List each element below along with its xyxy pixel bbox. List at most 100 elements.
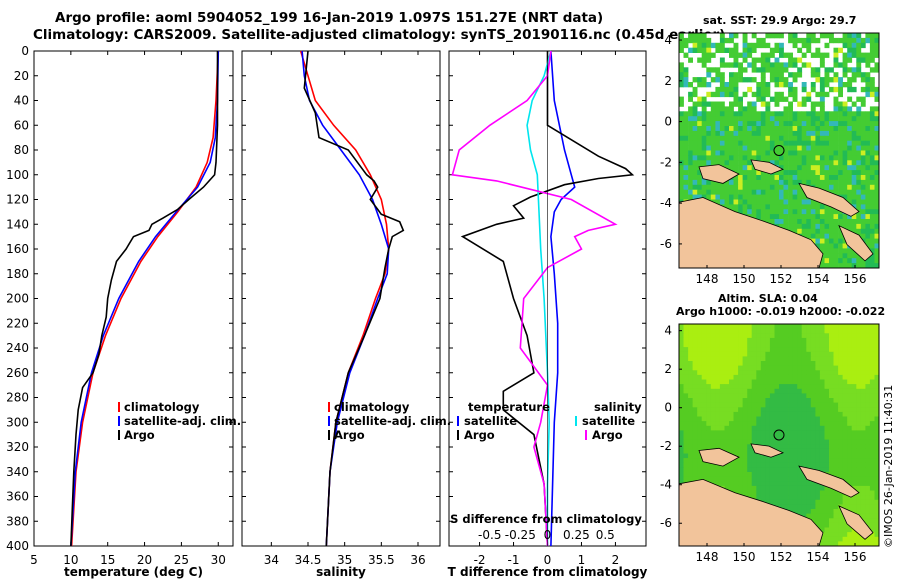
sla-cell (819, 388, 825, 394)
sla-cell (738, 347, 743, 353)
sla-cell (824, 490, 830, 496)
sla-cell (833, 393, 839, 399)
sst-cell (788, 219, 793, 225)
sla-cell (842, 472, 848, 477)
sst-cell (738, 96, 743, 102)
sla-cell (692, 351, 698, 357)
sla-cell (851, 347, 857, 353)
sst-cell (842, 263, 848, 269)
sst-cell (801, 209, 807, 215)
sst-cell (815, 77, 821, 83)
sst-cell (860, 263, 866, 269)
sst-cell (751, 106, 757, 112)
sst-cell (701, 121, 707, 127)
sla-cell (738, 485, 743, 491)
sst-cell (765, 62, 771, 68)
sst-cell (842, 57, 848, 63)
sst-cell (733, 72, 739, 78)
sst-cell (856, 175, 862, 181)
sst-cell (751, 47, 757, 53)
sst-cell (692, 130, 698, 137)
sst-cell (847, 199, 853, 205)
sst-cell (819, 238, 825, 244)
sla-cell (729, 407, 734, 413)
sst-cell (829, 228, 834, 235)
sst-cell (683, 82, 689, 88)
sla-cell (788, 495, 793, 501)
sla-cell (824, 342, 830, 348)
sla-cell (783, 425, 789, 431)
sla-cell (779, 333, 784, 339)
sst-cell (788, 106, 793, 112)
sla-cell (729, 411, 734, 417)
sst-cell (847, 170, 853, 176)
sla-cell (874, 435, 880, 440)
sst-cell (797, 199, 803, 205)
sst-cell (869, 145, 875, 151)
sla-cell (815, 398, 821, 403)
sla-cell (738, 374, 743, 380)
sst-y-tick-label: 2 (664, 74, 672, 88)
sla-cell (692, 356, 698, 362)
sla-cell (788, 416, 793, 422)
sst-cell (788, 175, 793, 181)
sla-cell (829, 425, 834, 431)
sla-cell (865, 472, 871, 477)
sst-cell (810, 33, 816, 39)
sla-cell (688, 374, 693, 380)
sla-cell (806, 435, 812, 440)
x-axis-label-temperature: temperature (deg C) (64, 565, 203, 579)
sla-cell (715, 361, 721, 366)
sst-cell (697, 184, 703, 191)
sla-cell (815, 435, 821, 440)
sst-cell (729, 145, 734, 151)
depth-tick-label: 220 (6, 316, 29, 330)
sst-cell (756, 67, 762, 73)
sst-cell (774, 170, 780, 176)
sst-cell (851, 126, 857, 132)
sst-cell (847, 106, 853, 112)
sst-cell (806, 199, 812, 205)
sla-cell (865, 485, 871, 491)
sla-cell (860, 402, 866, 408)
sst-cell (765, 194, 771, 200)
sla-cell (697, 458, 703, 464)
sst-cell (851, 170, 857, 176)
sst-cell (819, 175, 825, 181)
sla-cell (797, 337, 803, 343)
sla-cell (847, 448, 853, 454)
series-t-argo (460, 51, 635, 547)
sla-cell (869, 462, 875, 468)
sla-cell (797, 370, 803, 376)
sst-cell (715, 155, 721, 161)
sst-cell (742, 209, 748, 215)
sla-cell (779, 481, 784, 487)
sst-cell (838, 263, 843, 269)
sla-cell (874, 333, 880, 339)
sst-cell (833, 150, 839, 156)
sla-cell (869, 374, 875, 380)
sst-cell (779, 52, 784, 58)
sst-cell (869, 52, 875, 58)
sst-cell (760, 130, 766, 137)
sla-cell (747, 485, 753, 491)
sla-cell (792, 509, 798, 514)
sla-cell (810, 513, 816, 519)
sla-cell (719, 365, 725, 371)
sst-cell (715, 72, 721, 78)
sst-cell (742, 52, 748, 58)
sst-cell (738, 111, 743, 117)
sla-cell (874, 513, 880, 519)
sla-cell (865, 370, 871, 376)
sst-cell (701, 155, 707, 161)
sst-cell (688, 165, 693, 171)
sla-cell (806, 425, 812, 431)
sla-cell (724, 370, 730, 376)
sla-cell (797, 421, 803, 427)
sla-cell (742, 407, 748, 413)
sla-cell (724, 407, 730, 413)
legend-label: Argo (334, 428, 365, 442)
sst-cell (838, 135, 843, 142)
sla-cell (833, 337, 839, 343)
sla-cell (824, 374, 830, 380)
